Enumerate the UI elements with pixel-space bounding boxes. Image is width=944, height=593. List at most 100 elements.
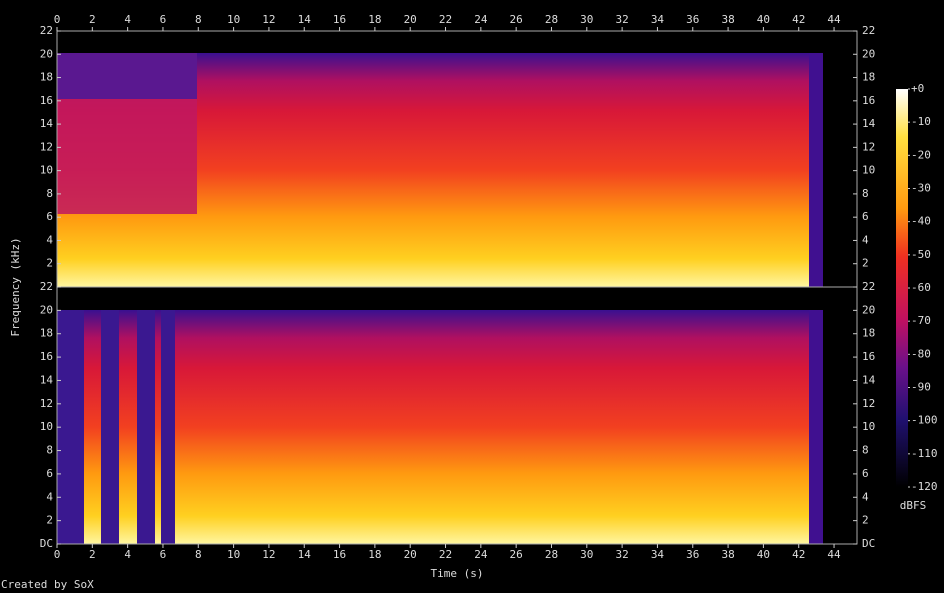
y-tick-label-right: 20 — [862, 303, 875, 316]
channel-1-image — [57, 53, 823, 287]
x-tick-label: 18 — [368, 548, 381, 561]
y-tick-label-right: 20 — [862, 47, 875, 60]
x-tick-label-top: 22 — [439, 13, 452, 26]
y-tick-label-right: 16 — [862, 350, 875, 363]
y-tick-label-right: 2 — [862, 257, 869, 270]
y-tick-label: 2 — [46, 257, 53, 270]
x-tick-label: 28 — [545, 548, 558, 561]
y-tick-label: 12 — [40, 140, 53, 153]
y-tick-label: 14 — [40, 373, 54, 386]
y-tick-label: 18 — [40, 327, 53, 340]
channel-2-image — [57, 310, 823, 544]
y-tick-label-right: 12 — [862, 140, 875, 153]
y-tick-label-right: 10 — [862, 164, 875, 177]
y-tick-label: 14 — [40, 117, 54, 130]
x-tick-label: 14 — [298, 548, 312, 561]
y-tick-label-right: 8 — [862, 187, 869, 200]
y-tick-label: 18 — [40, 71, 53, 84]
x-tick-label: 6 — [160, 548, 167, 561]
x-tick-label: 8 — [195, 548, 202, 561]
y-tick-label: 6 — [46, 210, 53, 223]
colorbar-tick-label: -70 — [911, 314, 931, 327]
x-tick-label-top: 44 — [827, 13, 841, 26]
y-tick-label-right: 14 — [862, 373, 876, 386]
x-tick-label: 36 — [686, 548, 699, 561]
x-tick-label-top: 20 — [404, 13, 417, 26]
x-tick-label-top: 12 — [262, 13, 275, 26]
x-tick-label: 22 — [439, 548, 452, 561]
colorbar-tick-label: -50 — [911, 248, 931, 261]
y-tick-label-right: 22 — [862, 24, 875, 37]
x-tick-label: 40 — [757, 548, 770, 561]
y-tick-label-right: 6 — [862, 210, 869, 223]
y-tick-label: 4 — [46, 490, 53, 503]
y-tick-label-right: 18 — [862, 327, 875, 340]
x-tick-label: 34 — [651, 548, 665, 561]
colorbar-tick-label: -100 — [911, 414, 938, 427]
x-tick-label-top: 42 — [792, 13, 805, 26]
y-tick-label: 2 — [46, 514, 53, 527]
x-tick-label-top: 2 — [89, 13, 96, 26]
colorbar-label: dBFS — [900, 499, 927, 512]
y-tick-label: 20 — [40, 47, 53, 60]
colorbar-tick-label: -10 — [911, 115, 931, 128]
y-tick-label: 10 — [40, 420, 53, 433]
y-tick-label-right: 4 — [862, 490, 869, 503]
y-tick-label: 6 — [46, 467, 53, 480]
y-tick-label: 4 — [46, 233, 53, 246]
x-tick-label: 10 — [227, 548, 240, 561]
y-tick-label-right: 18 — [862, 71, 875, 84]
y-tick-label: DC — [40, 537, 53, 550]
y-tick-label-right: 4 — [862, 233, 869, 246]
y-tick-label-right: 16 — [862, 94, 875, 107]
x-tick-label-top: 32 — [615, 13, 628, 26]
channel-2-frame — [56, 286, 858, 545]
x-tick-label: 20 — [404, 548, 417, 561]
y-tick-label-right: 14 — [862, 117, 876, 130]
x-tick-label: 12 — [262, 548, 275, 561]
y-tick-label: 16 — [40, 350, 53, 363]
colorbar-tick-label: -30 — [911, 182, 931, 195]
x-tick-label: 44 — [827, 548, 841, 561]
x-tick-label: 24 — [474, 548, 488, 561]
colorbar-tick-label: -120 — [911, 480, 938, 493]
y-tick-label-right: 22 — [862, 280, 875, 293]
y-tick-label: 8 — [46, 444, 53, 457]
x-tick-label-top: 6 — [160, 13, 167, 26]
colorbar-tick-label: -40 — [911, 215, 931, 228]
x-tick-label-top: 26 — [510, 13, 523, 26]
colorbar-tick-label: +0 — [911, 82, 924, 95]
x-tick-label-top: 38 — [721, 13, 734, 26]
y-axis-label: Frequency (kHz) — [9, 237, 22, 336]
colorbar-tick-label: -80 — [911, 347, 931, 360]
y-tick-label: 8 — [46, 187, 53, 200]
x-tick-label: 26 — [510, 548, 523, 561]
x-tick-label: 0 — [54, 548, 61, 561]
colorbar-tick-label: -90 — [911, 381, 931, 394]
x-tick-label: 42 — [792, 548, 805, 561]
x-tick-label: 32 — [615, 548, 628, 561]
x-tick-label-top: 18 — [368, 13, 381, 26]
y-tick-label: 22 — [40, 280, 53, 293]
x-tick-label: 38 — [721, 548, 734, 561]
y-tick-label: 12 — [40, 397, 53, 410]
y-tick-label: 16 — [40, 94, 53, 107]
credit: Created by SoX — [1, 578, 94, 591]
x-tick-label-top: 8 — [195, 13, 202, 26]
x-tick-label-top: 40 — [757, 13, 770, 26]
x-tick-label: 2 — [89, 548, 96, 561]
x-tick-label-top: 30 — [580, 13, 593, 26]
x-axis-label: Time (s) — [431, 567, 484, 580]
y-tick-label-right: 2 — [862, 514, 869, 527]
y-tick-label-right: 12 — [862, 397, 875, 410]
x-tick-label-top: 14 — [298, 13, 312, 26]
x-tick-label: 4 — [124, 548, 131, 561]
x-tick-label: 16 — [333, 548, 346, 561]
y-tick-label-right: 10 — [862, 420, 875, 433]
colorbar-tick-label: -60 — [911, 281, 931, 294]
y-tick-label-right: DC — [862, 537, 875, 550]
colorbar-tick-label: -110 — [911, 447, 938, 460]
colorbar — [896, 89, 908, 487]
x-tick-label-top: 0 — [54, 13, 61, 26]
